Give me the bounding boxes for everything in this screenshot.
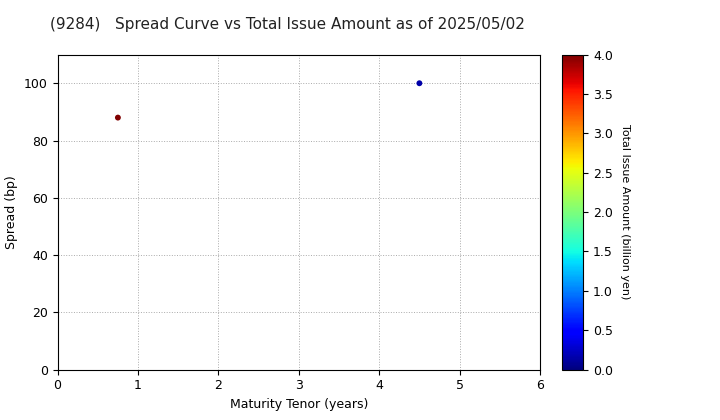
Y-axis label: Spread (bp): Spread (bp) bbox=[6, 175, 19, 249]
Text: (9284)   Spread Curve vs Total Issue Amount as of 2025/05/02: (9284) Spread Curve vs Total Issue Amoun… bbox=[50, 17, 526, 32]
Point bbox=[413, 80, 425, 87]
Point bbox=[112, 114, 124, 121]
X-axis label: Maturity Tenor (years): Maturity Tenor (years) bbox=[230, 398, 368, 411]
Y-axis label: Total Issue Amount (billion yen): Total Issue Amount (billion yen) bbox=[620, 124, 629, 300]
